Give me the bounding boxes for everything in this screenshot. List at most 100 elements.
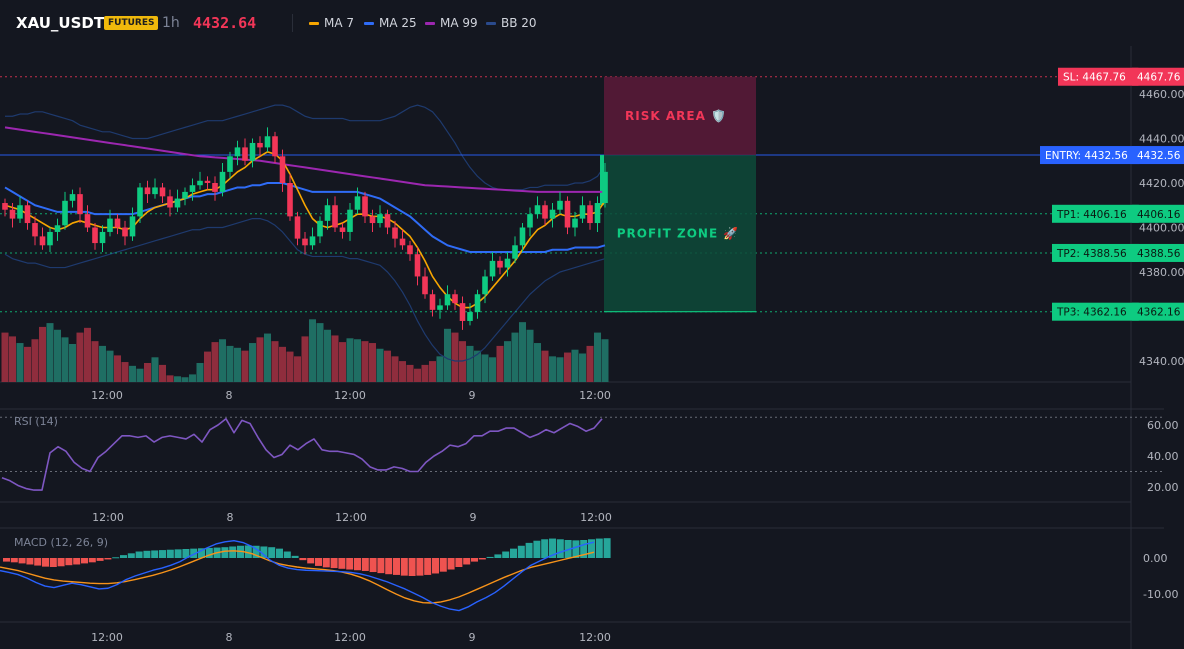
candle-body bbox=[407, 245, 413, 255]
candle bbox=[527, 207, 533, 237]
timeframe-selector[interactable]: 1h bbox=[162, 15, 180, 31]
candle bbox=[212, 176, 218, 201]
macd-histogram-bar bbox=[556, 539, 564, 558]
macd-histogram-bar bbox=[471, 558, 478, 562]
macd-histogram-bar bbox=[299, 558, 307, 561]
candle-body bbox=[489, 260, 496, 277]
volume-bar bbox=[174, 376, 181, 382]
legend-ma25[interactable]: MA 25 bbox=[364, 16, 417, 30]
candle-body bbox=[332, 205, 338, 228]
candle bbox=[377, 205, 383, 228]
macd-histogram-bar bbox=[510, 548, 517, 558]
volume-bar bbox=[331, 335, 339, 382]
volume-bar bbox=[451, 332, 459, 382]
candle-body bbox=[159, 187, 166, 197]
volume-bar bbox=[354, 339, 361, 382]
candle-body bbox=[444, 294, 451, 306]
bb20-swatch-icon bbox=[486, 21, 496, 25]
macd-tick-label: 0.00 bbox=[1143, 552, 1168, 565]
volume-bar bbox=[571, 349, 579, 382]
candle-body bbox=[602, 171, 608, 204]
volume-bar bbox=[361, 341, 369, 382]
candle bbox=[602, 162, 608, 208]
candle-body bbox=[144, 187, 151, 195]
chart-header: XAU_USDT FUTURES 1h 4432.64 MA 7 MA 25 M… bbox=[0, 0, 1184, 46]
candle-body bbox=[182, 191, 188, 199]
macd-histogram-bar bbox=[307, 558, 315, 564]
sl-price-tag bbox=[1132, 67, 1184, 86]
macd-histogram-bar bbox=[3, 558, 10, 562]
macd-histogram-bar bbox=[393, 558, 400, 575]
candle bbox=[362, 191, 368, 224]
volume-bar bbox=[564, 352, 571, 382]
candle-body bbox=[9, 209, 16, 219]
volume-bar bbox=[166, 375, 174, 382]
price-tick-label: 4460.00 bbox=[1139, 88, 1184, 101]
macd-histogram-bar bbox=[143, 550, 151, 558]
price-tick-label: 4440.00 bbox=[1139, 133, 1184, 146]
macd-histogram-bar bbox=[81, 558, 88, 564]
candle-body bbox=[234, 147, 241, 157]
rsi-tick-label: 60.00 bbox=[1147, 419, 1179, 432]
time-tick-label: 8 bbox=[226, 389, 233, 402]
rsi-time-tick-label: 8 bbox=[227, 511, 234, 524]
macd-histogram-bar bbox=[127, 553, 135, 558]
volume-bar bbox=[271, 341, 279, 382]
volume-bar bbox=[196, 363, 204, 382]
volume-bar bbox=[234, 347, 241, 382]
candle bbox=[69, 189, 76, 208]
volume-bar bbox=[526, 329, 534, 382]
candle bbox=[294, 211, 301, 246]
candle bbox=[107, 209, 113, 237]
macd-histogram-bar bbox=[26, 558, 34, 565]
macd-histogram-bar bbox=[541, 539, 549, 558]
symbol-name[interactable]: XAU_USDT bbox=[16, 14, 105, 32]
tp2-price-text: 4388.56 bbox=[1137, 248, 1181, 260]
candle bbox=[572, 211, 578, 237]
candle-body bbox=[527, 214, 533, 228]
volume-bar bbox=[241, 350, 249, 382]
candle-body bbox=[167, 196, 173, 208]
candle-body bbox=[482, 276, 488, 295]
candle bbox=[144, 180, 151, 204]
candle-body bbox=[84, 214, 91, 228]
volume-bar bbox=[204, 351, 211, 382]
candle bbox=[317, 216, 323, 244]
legend-ma7[interactable]: MA 7 bbox=[309, 16, 354, 30]
volume-bar bbox=[399, 361, 406, 382]
legend-bb20[interactable]: BB 20 bbox=[486, 16, 537, 30]
candle bbox=[369, 209, 376, 232]
candle-body bbox=[459, 303, 466, 321]
candle bbox=[594, 196, 601, 232]
candle-body bbox=[317, 220, 323, 237]
candle-body bbox=[294, 216, 301, 239]
macd-histogram-bar bbox=[174, 549, 182, 558]
candle-body bbox=[504, 258, 511, 268]
macd-histogram-bar bbox=[283, 551, 291, 558]
candle bbox=[2, 198, 8, 217]
macd-tick-label: -10.00 bbox=[1143, 588, 1178, 601]
candle-body bbox=[392, 227, 398, 239]
entry-price-tag bbox=[1132, 146, 1184, 165]
candle bbox=[512, 236, 518, 264]
candle-body bbox=[249, 142, 256, 161]
sl-price-text: 4467.76 bbox=[1137, 72, 1181, 84]
volume-bar bbox=[16, 343, 24, 382]
candle bbox=[392, 220, 398, 248]
price-tick-label: 4400.00 bbox=[1139, 222, 1184, 235]
candle bbox=[99, 225, 106, 252]
candle-body bbox=[452, 294, 458, 304]
candle bbox=[9, 203, 16, 228]
header-divider bbox=[292, 14, 293, 32]
candle bbox=[84, 205, 91, 232]
volume-bar bbox=[579, 353, 586, 382]
macd-histogram-bar bbox=[315, 558, 322, 566]
macd-histogram-bar bbox=[49, 558, 57, 567]
volume-bar bbox=[91, 341, 99, 382]
tp3-price-text: 4362.16 bbox=[1137, 307, 1181, 319]
ma99-swatch-icon bbox=[425, 21, 435, 25]
candle bbox=[422, 267, 428, 299]
candle bbox=[414, 247, 421, 286]
legend-ma99[interactable]: MA 99 bbox=[425, 16, 478, 30]
